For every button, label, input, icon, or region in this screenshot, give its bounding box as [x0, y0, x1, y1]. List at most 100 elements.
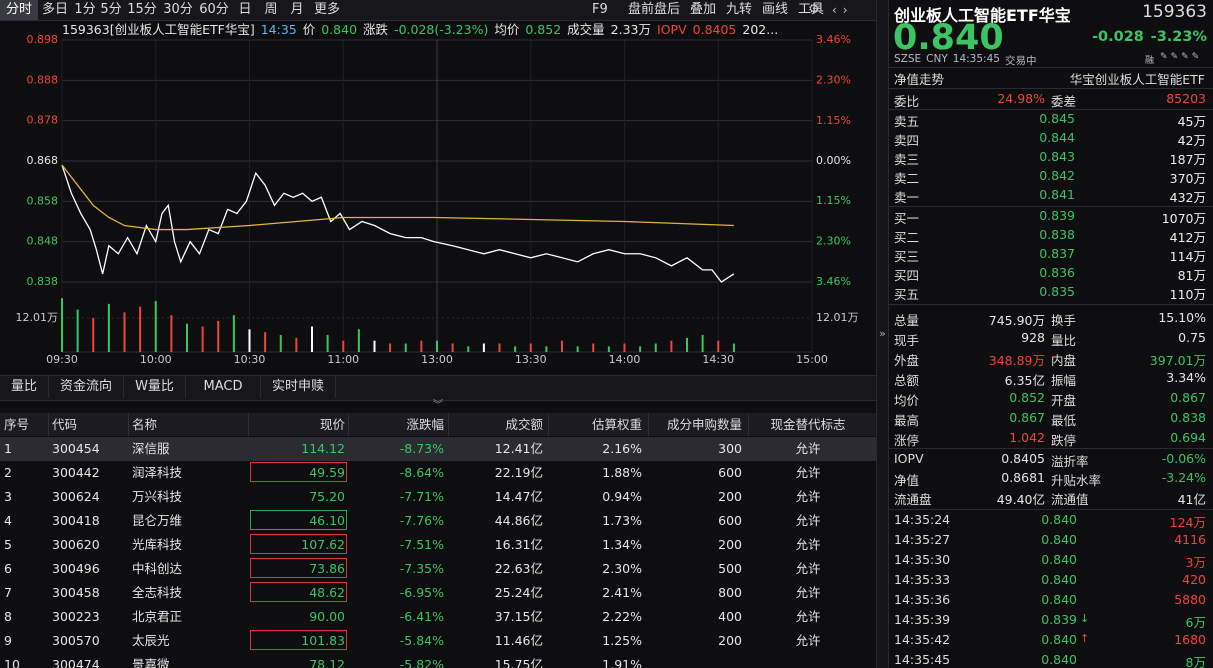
series-line: [61, 164, 734, 231]
quote-label: 成交量: [567, 22, 605, 37]
table-cell: 10: [4, 657, 20, 668]
volume-bar: [639, 346, 642, 352]
table-cell: 300418: [52, 513, 100, 528]
toolbar-tool[interactable]: 叠加: [690, 2, 717, 17]
table-cell: 600: [718, 465, 742, 480]
book-label: 卖五: [894, 114, 920, 129]
table-cell: 全志科技: [132, 585, 183, 600]
table-cell: 500: [718, 561, 742, 576]
toolbar-tool[interactable]: F9: [592, 2, 608, 17]
table-cell: 73.86: [309, 561, 345, 576]
table-cell: 允许: [795, 513, 821, 528]
divider: [889, 67, 1213, 68]
divider: [889, 304, 1213, 305]
toolbar-tab[interactable]: 分时: [0, 0, 38, 20]
table-cell: 中科创达: [132, 561, 183, 576]
toolbar-tool[interactable]: 画线: [762, 2, 789, 17]
divider: [889, 206, 1213, 207]
meta-info: CNY: [926, 53, 948, 65]
table-cell: 600: [718, 513, 742, 528]
fund-code: 159363: [1142, 2, 1207, 22]
toolbar-tool[interactable]: 盘前盘后: [628, 2, 681, 17]
sub-tab[interactable]: 资金流向: [49, 376, 124, 398]
volume-bar: [654, 343, 657, 352]
table-cell: -5.84%: [399, 633, 444, 648]
field-value: 41亿: [1177, 492, 1206, 507]
quote-value: 0.852: [525, 22, 562, 37]
volume-bar: [232, 315, 235, 352]
table-header: 估算权重: [591, 417, 642, 432]
quote-panel: [889, 0, 1213, 668]
quote-label: IOPV: [657, 22, 687, 37]
table-cell: 78.12: [309, 657, 345, 668]
symbol: 159363[创业板人工智能ETF华宝]: [62, 22, 255, 37]
toolbar-tab[interactable]: 1分: [74, 2, 96, 17]
nav-arrows[interactable]: ‹›: [832, 3, 854, 17]
table-cell: 37.15亿: [494, 609, 543, 624]
volume-bar: [404, 343, 407, 352]
table-cell: 300223: [52, 609, 100, 624]
table-cell: 15.75亿: [494, 657, 543, 668]
tick-price: 0.840: [1041, 532, 1077, 547]
table-cell: -7.51%: [399, 537, 444, 552]
table-cell: 400: [718, 609, 742, 624]
y-tick-label: 0.848: [27, 235, 59, 248]
toolbar-tab[interactable]: 月: [290, 2, 304, 17]
tick-volume: 1680: [1174, 632, 1206, 647]
toolbar-tab[interactable]: 30分: [163, 2, 193, 17]
sub-tab[interactable]: W量比: [124, 376, 186, 398]
table-cell: 万兴科技: [132, 489, 183, 504]
table-cell: 北京君正: [132, 609, 183, 624]
y-tick-label: 0.868: [27, 154, 59, 167]
toolbar-tab[interactable]: 5分: [100, 2, 122, 17]
table-cell: -8.64%: [399, 465, 444, 480]
volume-bar: [123, 312, 126, 352]
tick-price: 0.840: [1041, 592, 1077, 607]
panel-icons[interactable]: ✎✎✎✎: [1160, 52, 1203, 62]
volume-bar: [420, 340, 423, 352]
nav-link[interactable]: 净值走势: [894, 72, 945, 87]
table-cell: 2.22%: [602, 609, 642, 624]
tick-time: 14:35:24: [894, 512, 951, 527]
field-label: 最低: [1051, 413, 1077, 428]
table-cell: 22.19亿: [494, 465, 543, 480]
tick-time: 14:35:42: [894, 632, 951, 647]
field-label: 振幅: [1051, 373, 1077, 388]
table-cell: 太辰光: [132, 633, 170, 648]
volume-bar: [732, 343, 735, 352]
toolbar-tab[interactable]: 15分: [127, 2, 157, 17]
sub-tab[interactable]: MACD: [186, 376, 261, 398]
toolbar-tool[interactable]: 工具: [798, 2, 825, 17]
sub-tab[interactable]: 实时申赎: [261, 376, 336, 398]
field-label: 换手: [1051, 313, 1077, 328]
table-header: 代码: [52, 417, 78, 432]
toolbar-tab[interactable]: 周: [264, 2, 278, 17]
toolbar-tab[interactable]: 多日: [41, 2, 68, 17]
field-label: 内盘: [1051, 353, 1077, 368]
divider: [889, 509, 1213, 510]
volume-bar: [139, 306, 142, 352]
collapse-handle[interactable]: »: [876, 0, 889, 668]
tick-price: 0.840: [1041, 552, 1077, 567]
table-cell: 景嘉微: [132, 657, 170, 668]
toolbar-tab[interactable]: 日: [238, 2, 252, 17]
settings-icon[interactable]: ⚙: [808, 2, 820, 17]
table-cell: 深信服: [132, 441, 170, 456]
expand-arrow[interactable]: ︾: [433, 400, 443, 411]
toolbar-tab[interactable]: 60分: [199, 2, 229, 17]
table-cell: 2.16%: [602, 441, 642, 456]
table-cell: 16.31亿: [494, 537, 543, 552]
table-cell: 300624: [52, 489, 100, 504]
column-divider: [48, 413, 49, 436]
book-volume: 45万: [1177, 114, 1206, 129]
sub-tab[interactable]: 量比: [0, 376, 49, 398]
x-tick-label: 15:00: [796, 353, 828, 366]
table-cell: 48.62: [309, 585, 345, 600]
table-cell: -6.41%: [399, 609, 444, 624]
table-cell: 22.63亿: [494, 561, 543, 576]
table-cell: 允许: [795, 585, 821, 600]
table-cell: 101.83: [301, 633, 345, 648]
field-label: 委差: [1051, 94, 1077, 109]
toolbar-tool[interactable]: 九转: [726, 2, 753, 17]
toolbar-tab[interactable]: 更多: [313, 2, 340, 17]
